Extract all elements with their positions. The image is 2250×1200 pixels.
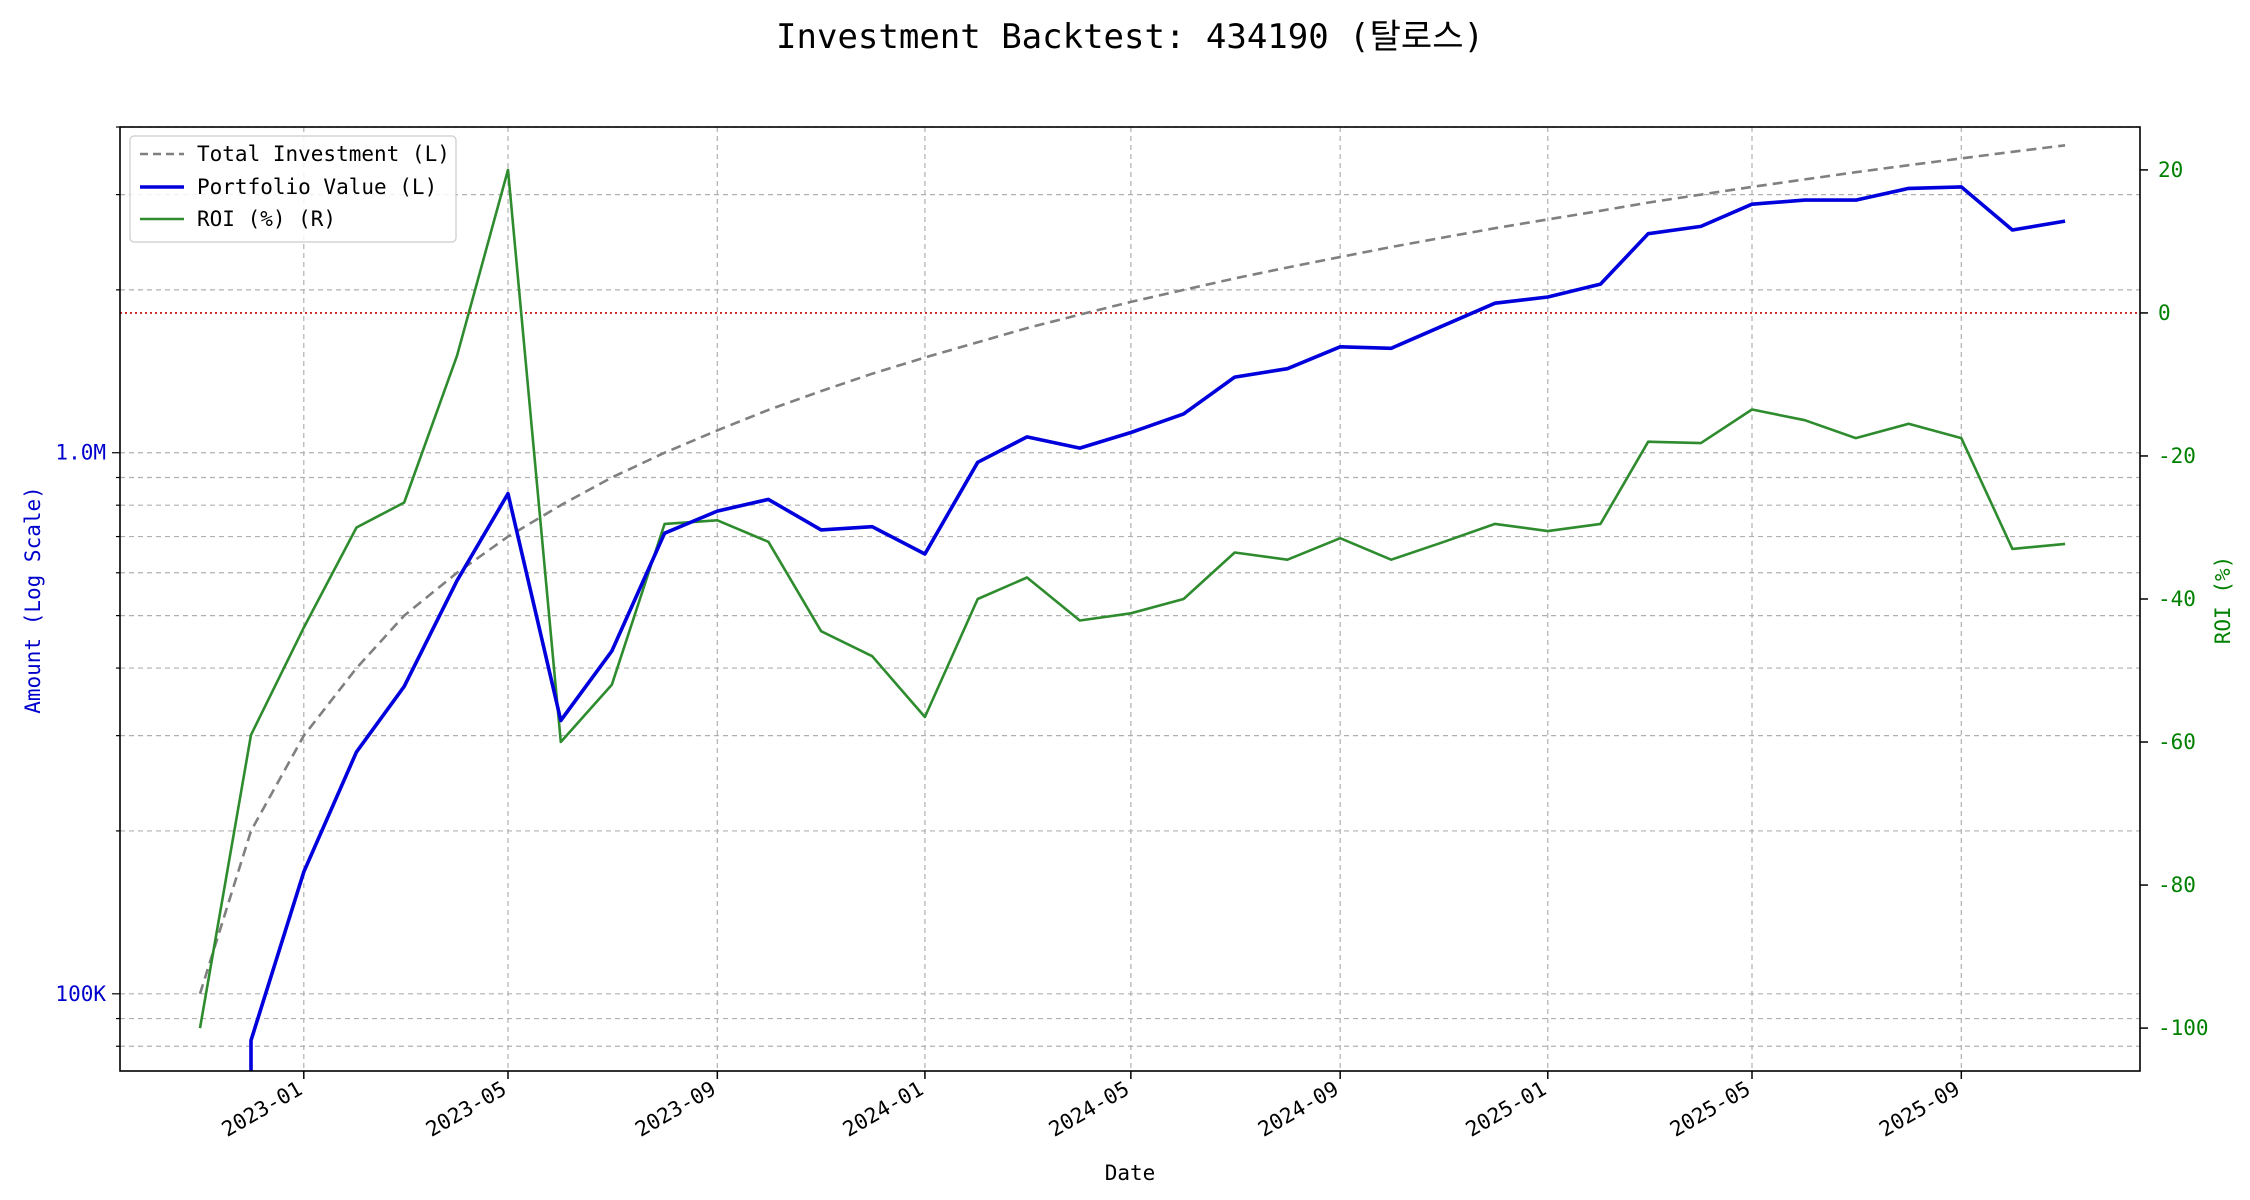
x-tick-label: 2024-09 <box>1254 1077 1343 1142</box>
legend-label-investment: Total Investment (L) <box>197 142 450 166</box>
x-tick-label: 2023-05 <box>422 1077 511 1142</box>
right-tick-label: -20 <box>2158 444 2196 468</box>
series-line-portfolio <box>249 185 2066 1071</box>
series-line-investment <box>198 144 2066 995</box>
x-axis-label: Date <box>1105 1161 1156 1185</box>
plot-frame <box>119 126 2141 1072</box>
legend-box <box>129 135 457 243</box>
series-layer <box>198 144 2066 1071</box>
grid-layer <box>120 126 2140 1071</box>
series-line-roi <box>198 168 2066 1029</box>
left-y-axis: 100K 1.0M <box>55 126 120 1047</box>
right-tick-label: -100 <box>2158 1016 2209 1040</box>
right-tick-label: -60 <box>2158 730 2196 754</box>
right-y-axis: 20 0 -20 -40 -60 -80 -100 <box>2140 158 2209 1040</box>
x-tick-label: 2023-01 <box>218 1077 307 1142</box>
legend-label-roi: ROI (%) (R) <box>197 207 336 231</box>
legend-label-portfolio: Portfolio Value (L) <box>197 175 437 199</box>
right-tick-label: -40 <box>2158 587 2196 611</box>
chart-title: Investment Backtest: 434190 (탈로스) <box>776 17 1484 57</box>
x-tick-label: 2025-09 <box>1875 1077 1964 1142</box>
right-tick-label: 20 <box>2158 158 2183 182</box>
right-tick-label: 0 <box>2158 301 2171 325</box>
right-tick-label: -80 <box>2158 873 2196 897</box>
left-tick-label: 1.0M <box>55 441 106 465</box>
x-tick-label: 2023-09 <box>631 1077 720 1142</box>
legend: Total Investment (L) Portfolio Value (L)… <box>129 135 457 243</box>
left-tick-label: 100K <box>55 982 106 1006</box>
right-y-axis-label: ROI (%) <box>2211 556 2235 645</box>
x-tick-label: 2024-05 <box>1045 1077 1134 1142</box>
x-tick-label: 2024-01 <box>839 1077 928 1142</box>
x-tick-label: 2025-01 <box>1462 1077 1551 1142</box>
x-axis: 2023-01 2023-05 2023-09 2024-01 2024-05 2024-… <box>218 1071 1964 1142</box>
x-tick-label: 2025-05 <box>1666 1077 1755 1142</box>
left-y-axis-label: Amount (Log Scale) <box>21 486 45 714</box>
